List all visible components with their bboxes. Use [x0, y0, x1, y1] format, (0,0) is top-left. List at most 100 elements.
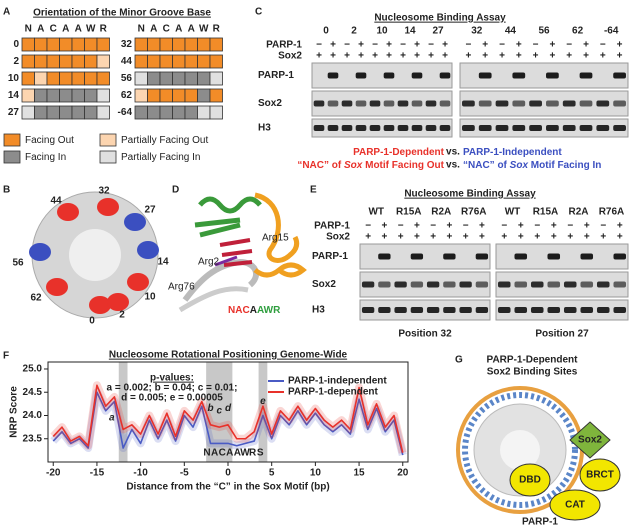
motif-letter: A: [211, 448, 218, 459]
site-label: 2: [119, 310, 125, 321]
band: [383, 72, 395, 79]
orientation-box: [46, 54, 60, 69]
band: [512, 125, 526, 131]
band: [613, 281, 627, 288]
position-label: 0: [323, 26, 329, 37]
orientation-box: [46, 71, 60, 86]
orientation-box: [84, 88, 98, 103]
position-label: 10: [376, 26, 388, 37]
sign: −: [428, 40, 434, 51]
motif-letter: W: [199, 24, 209, 35]
annotation: a = 0.002; b = 0.04; c = 0.01;: [107, 383, 238, 394]
band: [459, 307, 472, 313]
x-tick-label: 15: [354, 468, 366, 479]
caption: PARP-1-Dependent: [353, 147, 445, 158]
sign: +: [584, 232, 590, 243]
orientation-box: [184, 37, 198, 52]
band: [579, 72, 593, 79]
sign: +: [316, 51, 322, 62]
band: [411, 125, 423, 131]
band: [495, 125, 509, 131]
row-label: PARP-1: [314, 221, 350, 232]
motif-letter: W: [240, 448, 250, 459]
orientation-box: [209, 71, 223, 86]
site-label: 44: [50, 196, 62, 207]
band: [410, 307, 424, 313]
motif-letter: A: [235, 305, 242, 316]
band: [462, 125, 475, 131]
position-label: 44: [505, 26, 517, 37]
binding-site: [107, 293, 129, 311]
shaded-range: [118, 362, 128, 462]
orientation-box: [96, 88, 110, 103]
position-label: 14: [404, 26, 416, 37]
sign: +: [566, 51, 572, 62]
sign: +: [549, 40, 555, 51]
arg-sidechain: [214, 255, 238, 267]
caption-vs: vs.: [446, 147, 460, 158]
annotation-letter: d: [225, 403, 232, 414]
band: [563, 307, 577, 313]
row-label: 10: [8, 73, 20, 84]
series-line: [52, 384, 404, 453]
sign: +: [549, 51, 555, 62]
binding-site: [137, 241, 159, 259]
sign: +: [551, 232, 557, 243]
sign: +: [330, 40, 336, 51]
caption: “NAC” of Sox Motif Facing In: [463, 160, 601, 171]
sign: −: [372, 40, 378, 51]
motif-letter: A: [257, 305, 264, 316]
band: [313, 125, 325, 131]
position-label: 2: [351, 26, 357, 37]
panel-label: F: [3, 351, 9, 362]
band: [512, 72, 526, 79]
band: [546, 100, 559, 107]
panel-label: E: [310, 185, 317, 196]
band: [475, 253, 489, 260]
legend-label: Partially Facing In: [121, 152, 200, 163]
sign: +: [414, 51, 420, 62]
orientation-box: [46, 105, 60, 120]
position-label: 62: [572, 26, 584, 37]
annotation-letter: e: [260, 396, 266, 407]
legend-label: PARP-1-dependent: [288, 387, 378, 398]
panel-label: D: [172, 185, 179, 196]
residue-label: Arg2: [198, 257, 220, 268]
band: [410, 281, 424, 288]
band: [439, 72, 451, 79]
sign: +: [386, 40, 392, 51]
motif-letter: N: [203, 448, 210, 459]
cat-shape: [549, 489, 601, 521]
band: [369, 100, 381, 107]
row-label: 27: [8, 107, 20, 118]
band: [546, 125, 559, 131]
x-tick-label: 10: [310, 468, 322, 479]
legend-swatch: [99, 150, 117, 164]
band: [355, 125, 367, 131]
orientation-box: [159, 105, 173, 120]
orientation-box: [59, 54, 73, 69]
panel-label: C: [255, 7, 262, 18]
motif-letter: A: [226, 448, 233, 459]
annotation-letter: b: [207, 403, 213, 414]
band: [497, 307, 511, 313]
sign: +: [567, 232, 573, 243]
orientation-box: [172, 37, 186, 52]
band: [426, 307, 440, 313]
site-label: 14: [157, 257, 169, 268]
protein-structure: [178, 192, 307, 313]
motif-letter: A: [175, 24, 182, 35]
orientation-box: [71, 54, 85, 69]
binding-site: [97, 198, 119, 216]
caption-part: “NAC” of: [297, 160, 344, 171]
row-label: 56: [121, 73, 133, 84]
orientation-box: [159, 88, 173, 103]
sign: +: [617, 40, 623, 51]
sign: −: [398, 221, 404, 232]
x-tick-label: 5: [269, 468, 275, 479]
band: [411, 72, 423, 79]
shaded-range: [206, 362, 233, 462]
band: [443, 253, 456, 260]
orientation-box: [147, 37, 161, 52]
blot: [459, 118, 629, 138]
